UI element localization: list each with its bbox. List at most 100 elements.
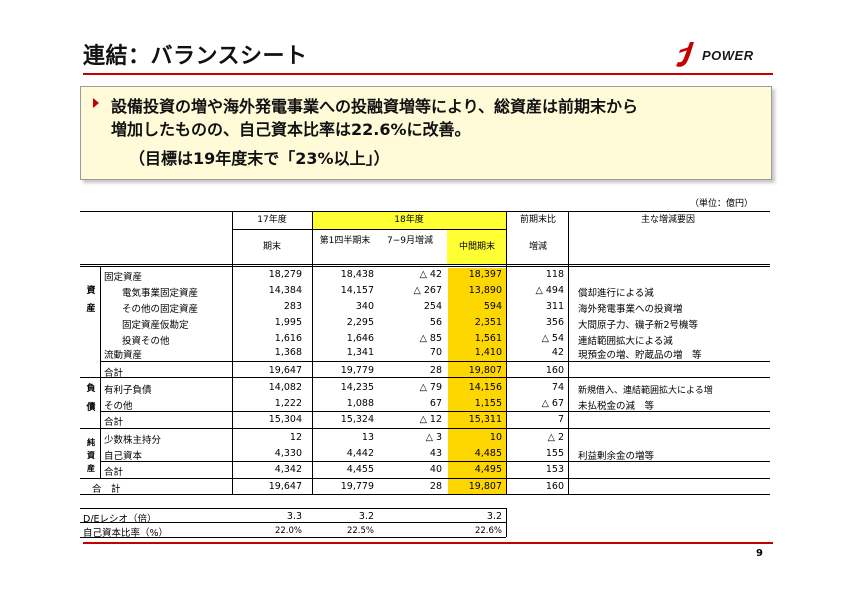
footer-divider [83,542,773,544]
row-label: 流動資産 [104,350,143,361]
cell-q1: 14,235 [340,382,374,393]
cell-change: 160 [545,481,564,492]
header-interim-end: 中間期末 [458,242,495,252]
header-reason: 主な増減要因 [640,215,695,225]
cell-interim: 18,397 [468,269,502,280]
cell-change: 7 [557,414,564,425]
row-label: 有利子負債 [104,385,152,396]
row-label: その他 [104,401,133,412]
cell-interim: 19,807 [468,481,502,492]
category-rule-net-assets [100,428,101,478]
row-label: 固定資産 [104,272,143,283]
cell-change: 155 [545,448,564,459]
cell-interim: 1,155 [474,398,502,409]
row-label: その他の固定資産 [122,304,199,315]
ratio-bottom-rule [80,537,506,538]
cell-qchg: 43 [429,448,442,459]
table-top-rule [80,211,770,212]
category-assets: 資産 [86,286,96,314]
header-prev-change: 前期末比 [519,215,556,225]
ratio-mid-rule [80,522,506,523]
cell-change: 118 [545,269,564,280]
row-label: 合計 [104,467,124,478]
cell-change: 160 [545,365,564,376]
ratio-right-rule [506,508,507,537]
cell-reason: 現預金の増、貯蔵品の増 等 [578,350,702,361]
cell-qchg: 67 [429,398,442,409]
cell-qchg: △ 12 [419,414,442,425]
cell-change: △ 67 [541,398,564,409]
cell-fy17: 283 [283,301,302,312]
cell-interim: 4,485 [474,448,502,459]
cell-qchg: 56 [429,317,442,328]
cell-q1: 4,455 [346,464,374,475]
cell-q1: 1,646 [346,333,374,344]
cell-fy17: 18,279 [268,269,302,280]
cell-q1: 2,295 [346,317,374,328]
title-divider [83,73,773,75]
row-rule-assets-total [80,377,770,378]
cell-qchg: 70 [429,347,442,358]
cell-interim: 14,156 [468,382,502,393]
row-label: 合 計 [92,484,121,495]
row-rule-net-sub [100,461,770,462]
row-rule-net-total [80,478,770,479]
header-bottom-rule-2 [80,266,770,267]
cell-fy17: 1,995 [274,317,302,328]
cell-qchg: △ 85 [419,333,442,344]
ratio-fy17: 3.3 [286,511,302,522]
cell-interim: 2,351 [474,317,502,328]
row-label: 投資その他 [122,336,170,347]
logo-text: POWER [702,48,754,63]
cell-q1: 340 [355,301,374,312]
cell-q1: 15,324 [340,414,374,425]
header-fy18: 18年度 [394,215,424,225]
row-rule-liab-total [80,428,770,429]
cell-reason: 海外発電事業への投資増 [578,304,683,315]
cell-interim: 13,890 [468,285,502,296]
cell-q1: 13 [361,432,374,443]
ratio-top-rule [80,508,506,509]
jpower-logo-icon [676,42,694,67]
unit-label: （単位：億円） [690,199,754,209]
page-number: 9 [756,548,763,559]
summary-line-1: 設備投資の増や海外発電事業への投融資増等により、総資産は前期末から [111,97,639,116]
cell-reason: 新規借入、連結範囲拡大による増 [578,386,713,396]
company-logo: POWER [672,40,782,70]
header-q1-end: 第1四半期末 [319,236,371,246]
page-title: 連結：バランスシート [83,44,308,69]
col-rule-1 [232,211,233,495]
header-bottom-rule [80,264,770,265]
header-jul-sep-change: 7−9月増減 [387,236,433,246]
bullet-arrow-icon [93,98,99,108]
header-change: 増減 [528,242,547,252]
ratio-q1: 22.5% [346,526,374,536]
ratio-fy17: 22.0% [274,526,302,536]
cell-qchg: △ 79 [419,382,442,393]
row-rule-grand-total [80,494,770,495]
col-rule-4 [568,211,569,495]
cell-q1: 19,779 [340,365,374,376]
cell-qchg: △ 3 [425,432,442,443]
header-period-end: 期末 [262,242,281,252]
cell-interim: 1,561 [474,333,502,344]
cell-q1: 18,438 [340,269,374,280]
header-mid-rule [232,229,506,230]
cell-change: △ 494 [535,285,564,296]
cell-fy17: 1,222 [274,398,302,409]
cell-qchg: 254 [423,301,442,312]
row-label: 自己資本 [104,451,143,462]
cell-change: △ 2 [547,432,564,443]
category-net-assets: 純資産 [87,438,95,473]
cell-qchg: 28 [429,481,442,492]
row-rule-assets-sub [100,361,770,362]
header-fy17: 17年度 [257,215,287,225]
cell-change: 42 [551,347,564,358]
summary-target: （目標は19年度末で「23%以上」） [129,149,390,168]
cell-change: 74 [551,382,564,393]
row-rule-liab-sub [100,411,770,412]
cell-fy17: 12 [289,432,302,443]
cell-qchg: △ 267 [413,285,442,296]
col-rule-3 [506,211,507,495]
cell-q1: 1,088 [346,398,374,409]
